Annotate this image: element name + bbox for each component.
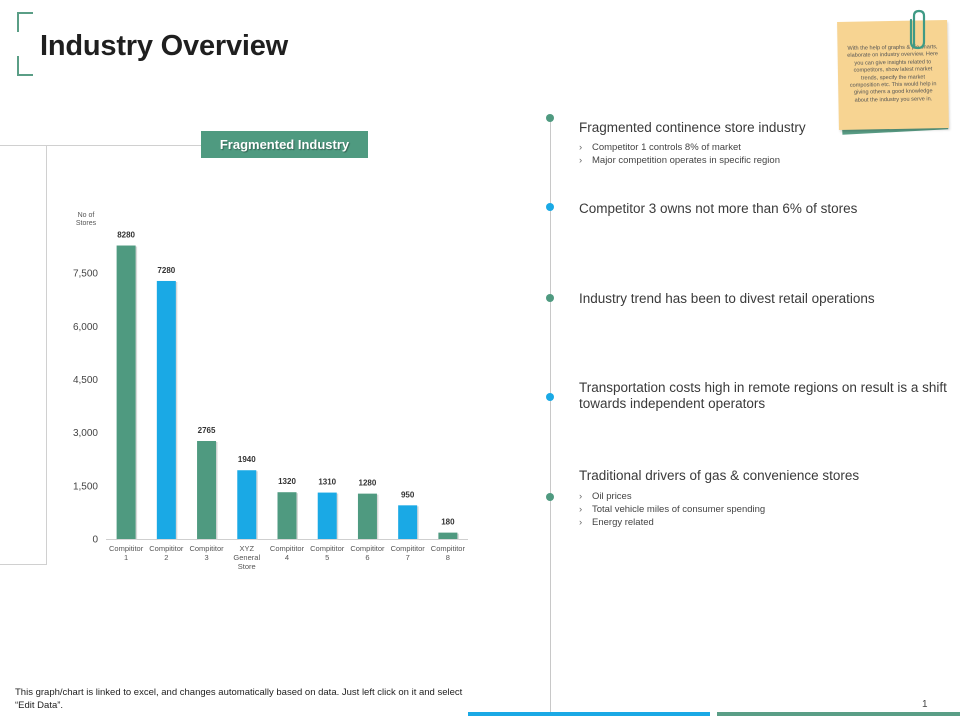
- timeline-dot: [546, 114, 554, 122]
- timeline-dot: [546, 203, 554, 211]
- bar: [317, 492, 337, 539]
- timeline-dot: [546, 393, 554, 401]
- data-label: 950: [401, 490, 415, 499]
- timeline-item-heading: Industry trend has been to divest retail…: [579, 291, 875, 306]
- data-label: 180: [441, 518, 455, 527]
- data-label: 8280: [117, 231, 135, 240]
- y-tick-label: 3,000: [73, 428, 98, 439]
- bullet-item: Total vehicle miles of consumer spending: [579, 503, 765, 516]
- data-label: 2765: [198, 426, 216, 435]
- timeline-line: [550, 118, 551, 714]
- bar: [197, 440, 217, 539]
- paperclip-icon: [909, 9, 926, 50]
- bars: [116, 245, 459, 540]
- x-tick-label: 7: [406, 553, 410, 562]
- chart-label-badge: Fragmented Industry: [201, 131, 368, 158]
- x-tick-label: General: [233, 553, 260, 562]
- x-tick-label: 8: [446, 553, 450, 562]
- bullet-item: Competitor 1 controls 8% of market: [579, 141, 780, 154]
- corner-bracket: [17, 12, 33, 76]
- footer-bar-green: [717, 712, 960, 716]
- bar: [398, 505, 418, 539]
- bullet-item: Energy related: [579, 516, 765, 529]
- timeline-item-heading: Competitor 3 owns not more than 6% of st…: [579, 201, 858, 216]
- data-label: 1310: [318, 478, 336, 487]
- x-tick-label: 5: [325, 553, 329, 562]
- footnote: This graph/chart is linked to excel, and…: [15, 687, 463, 711]
- x-tick-label: Compititor: [109, 544, 144, 553]
- y-tick-label: 1,500: [73, 481, 98, 492]
- y-axis-ticks: 0 1,500 3,000 4,500 6,000 7,500: [73, 269, 98, 546]
- x-tick-label: Compititor: [189, 544, 224, 553]
- bar: [237, 470, 257, 539]
- x-tick-label: Compititor: [270, 544, 305, 553]
- y-tick-label: 7,500: [73, 269, 98, 280]
- x-tick-label: Compititor: [391, 544, 426, 553]
- page-title: Industry Overview: [40, 30, 289, 62]
- bar: [438, 532, 458, 539]
- bar: [116, 245, 136, 539]
- x-tick-label: Compititor: [350, 544, 385, 553]
- x-tick-label: 2: [164, 553, 168, 562]
- chart-frame: [0, 145, 47, 565]
- bullet-item: Oil prices: [579, 490, 765, 503]
- timeline-item-bullets: Competitor 1 controls 8% of market Major…: [579, 141, 780, 167]
- x-tick-label: 6: [365, 553, 369, 562]
- x-tick-label: 1: [124, 553, 128, 562]
- timeline-item-heading: Transportation costs high in remote regi…: [579, 380, 947, 411]
- chart-frame-top-border: [46, 145, 201, 146]
- y-axis-title-line: Stores: [76, 220, 97, 227]
- y-axis-title-line: No of: [78, 212, 95, 219]
- data-label: 7280: [157, 266, 175, 275]
- bar: [277, 492, 297, 539]
- data-label: 1280: [359, 479, 377, 488]
- timeline-dot: [546, 493, 554, 501]
- x-tick-label: Store: [238, 562, 256, 571]
- x-tick-label: XYZ: [239, 544, 254, 553]
- y-tick-label: 4,500: [73, 375, 98, 386]
- y-tick-label: 6,000: [73, 322, 98, 333]
- timeline-dot: [546, 294, 554, 302]
- timeline-item-heading: Traditional drivers of gas & convenience…: [579, 468, 860, 483]
- bullet-item: Major competition operates in specific r…: [579, 154, 780, 167]
- x-tick-label: 4: [285, 553, 289, 562]
- data-label: 1320: [278, 477, 296, 486]
- data-label: 1940: [238, 455, 256, 464]
- sticky-note: With the help of graphs & pie charts, el…: [837, 20, 949, 130]
- bar: [156, 280, 176, 539]
- x-tick-label: Compititor: [431, 544, 466, 553]
- data-labels: 8280 7280 2765 1940 1320 1310 1280 950 180: [117, 231, 455, 527]
- timeline-item-bullets: Oil prices Total vehicle miles of consum…: [579, 490, 765, 529]
- x-tick-label: Compititor: [310, 544, 345, 553]
- x-tick-label: Compititor: [149, 544, 184, 553]
- y-tick-label: 0: [92, 535, 98, 546]
- sticky-note-text: With the help of graphs & pie charts, el…: [847, 44, 939, 104]
- x-axis-ticks: Compititor1Compititor2Compititor3XYZGene…: [109, 544, 465, 571]
- x-tick-label: 3: [204, 553, 208, 562]
- footer-bar-blue: [468, 712, 710, 716]
- page-number: 1: [922, 699, 928, 710]
- bar: [357, 493, 377, 539]
- timeline-item-heading: Fragmented continence store industry: [579, 120, 806, 135]
